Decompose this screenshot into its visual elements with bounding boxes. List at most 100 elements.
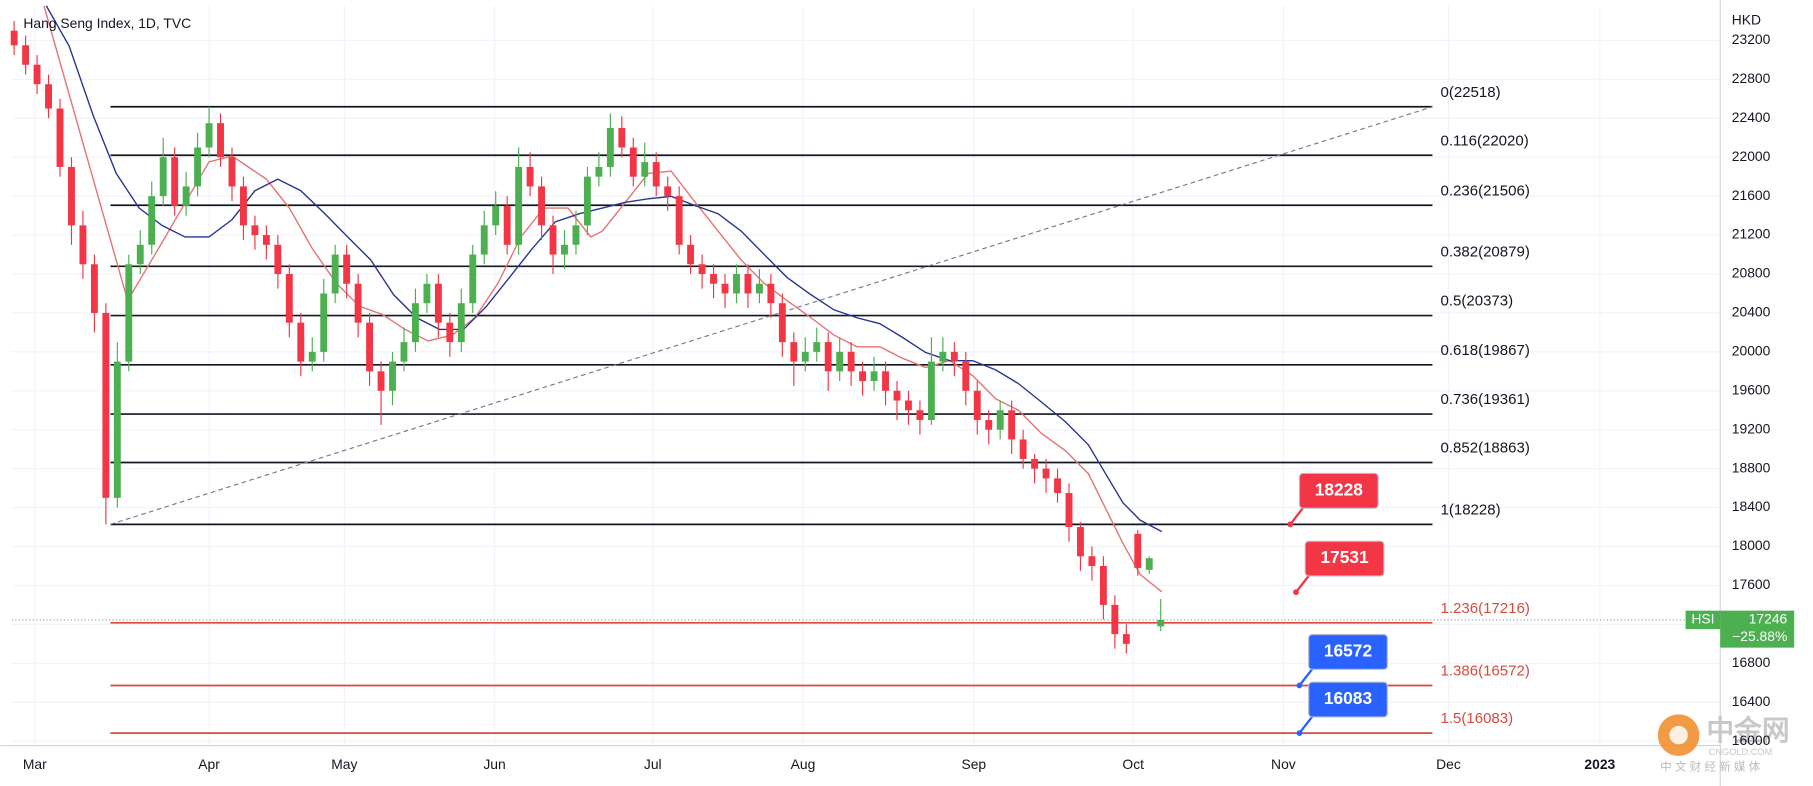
candle-body (389, 361, 396, 391)
candle-body (606, 128, 614, 167)
candle-body (641, 162, 649, 177)
candle-body (217, 123, 224, 158)
candle-body (297, 322, 305, 362)
moving-average-line (45, 5, 1163, 533)
y-tick-label: 18000 (1732, 537, 1771, 553)
candle-body (171, 157, 179, 206)
candle-body (939, 351, 947, 362)
candle-body (251, 225, 259, 236)
fib-label: 1.236(17216) (1441, 600, 1530, 617)
candle-body (285, 274, 293, 323)
candle-body (950, 351, 958, 362)
candle-body (1042, 468, 1050, 479)
candle-body (434, 283, 442, 323)
candle-body (1099, 565, 1107, 605)
candle-body (1031, 458, 1039, 469)
candle-body (526, 166, 534, 187)
plot (10, 5, 1721, 734)
candle-body (1019, 439, 1027, 459)
candle-body (400, 342, 408, 362)
candle-body (148, 196, 156, 245)
x-tick-label: Sep (961, 756, 986, 772)
candle-body (882, 371, 889, 391)
candle-body (377, 371, 385, 391)
callout-tip (1287, 521, 1294, 528)
candle-body (205, 123, 213, 148)
candle-body (182, 186, 190, 206)
candle-body (492, 205, 500, 226)
candle-body (56, 108, 64, 167)
candle-body (1111, 604, 1119, 635)
y-tick-label: 22000 (1732, 148, 1771, 164)
candle-body (113, 361, 121, 498)
candle-body (159, 157, 167, 197)
candle-body (469, 254, 477, 304)
candle-body (457, 303, 465, 343)
price-callout: 16083 (1296, 681, 1388, 736)
candle-body (893, 390, 901, 401)
candle-body (1054, 478, 1061, 493)
candle-body (354, 283, 362, 323)
candle-body (1077, 527, 1084, 557)
candle-body (801, 351, 809, 362)
y-axis-label: HKD (1732, 11, 1761, 27)
y-tick-label: 20400 (1732, 304, 1771, 320)
candle-body (1088, 556, 1096, 566)
candle-body (916, 410, 924, 420)
candle-body (1145, 558, 1153, 570)
candle-body (721, 283, 729, 294)
candle-body (412, 303, 419, 343)
candle-body (629, 147, 637, 177)
y-tick-label: 23200 (1732, 31, 1771, 47)
watermark-logo-inner (1669, 725, 1688, 745)
candle-body (125, 264, 133, 362)
last-price-tag: HSI 17246−25.88% (1685, 611, 1795, 648)
candle-body (561, 244, 568, 255)
x-tick-label: May (331, 756, 357, 772)
candle-body (480, 225, 488, 255)
candle-body (102, 312, 110, 498)
candle-body (10, 30, 18, 46)
candle-body (767, 283, 775, 304)
candle-body (68, 166, 75, 226)
y-tick-label: 22400 (1732, 109, 1771, 125)
candle-body (973, 390, 981, 420)
last-price-label: 17246 (1749, 611, 1788, 627)
candle-body (320, 293, 328, 352)
fib-label: 1(18228) (1441, 501, 1501, 518)
overlay: 0(22518) 0.116(22020) 0.236(21506) 0.382(20… (1287, 84, 1530, 736)
candle-body (136, 244, 144, 265)
y-tick-label: 21600 (1732, 187, 1771, 203)
candle-body (996, 410, 1004, 430)
y-tick-label: 22800 (1732, 70, 1771, 86)
y-tick-label: 16000 (1732, 732, 1771, 748)
candle-body (710, 274, 717, 284)
fib-label: 0.236(21506) (1441, 182, 1530, 199)
candle-body (22, 45, 30, 65)
candle-body (790, 342, 798, 362)
fib-label: 0.736(19361) (1441, 391, 1530, 408)
price-callout: 17531 (1293, 540, 1385, 596)
candle-body (847, 351, 855, 372)
fib-label: 0.618(19867) (1441, 342, 1530, 359)
price-callout: 16572 (1296, 634, 1388, 689)
callout-label: 16572 (1324, 641, 1372, 661)
y-tick-label: 16800 (1732, 654, 1771, 670)
candle-body (870, 371, 878, 382)
callout-box (1308, 681, 1388, 718)
callout-tip (1296, 682, 1303, 689)
candle-body (859, 371, 867, 382)
x-tick-label: Dec (1436, 756, 1461, 772)
y-tick-label: 20800 (1732, 265, 1771, 281)
callout-box (1304, 540, 1385, 577)
candle-body (366, 322, 374, 372)
fib-label: 1.386(16572) (1441, 663, 1530, 680)
candle-body (927, 361, 935, 420)
candle-body (755, 283, 763, 294)
candle-body (343, 254, 351, 284)
price-callout: 18228 (1287, 472, 1379, 528)
x-tick-label: 2023 (1584, 756, 1615, 772)
candle-body (1134, 533, 1142, 568)
